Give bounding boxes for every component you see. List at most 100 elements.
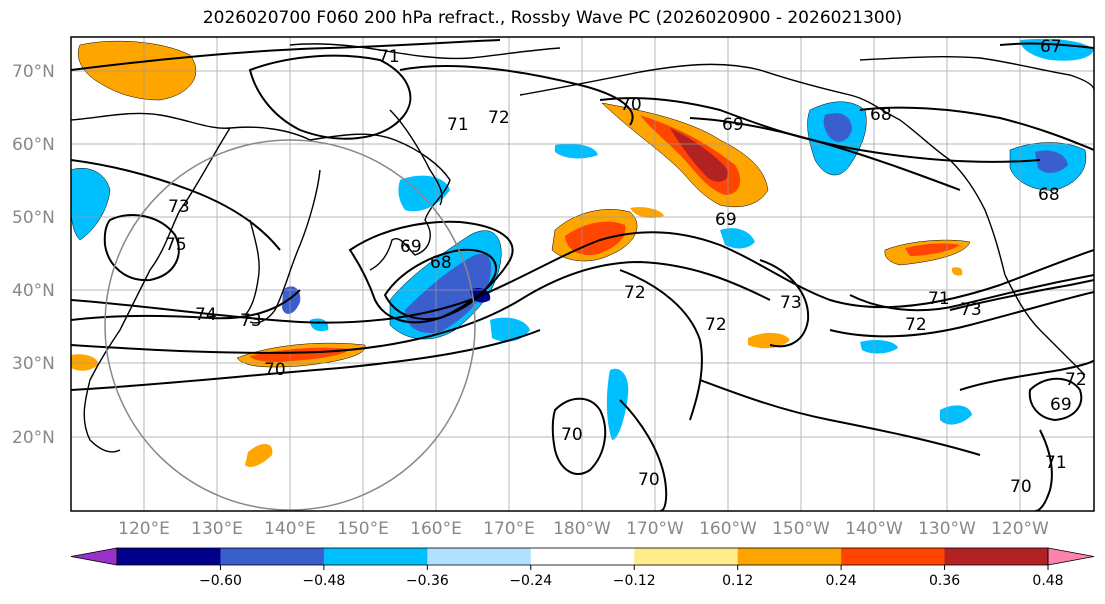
coastline-arctic [289,43,561,60]
coastlines [71,43,1094,453]
contour-label: 68 [1038,185,1060,205]
coastline-asia [71,112,451,453]
lon-label: 130°W [918,519,976,539]
contour-label: 70 [1010,477,1032,497]
contour-69-ring [1028,377,1083,422]
contour-75-circle [103,214,180,282]
negative-anomaly-alaska-core [823,113,852,142]
lon-label: 150°E [337,519,389,539]
contour-69-trough [348,220,514,324]
negative-anomaly-mid [720,228,755,249]
contour-label: 71 [378,47,400,67]
contour-label: 70 [561,425,583,445]
colorbar-tick-label: −0.48 [302,573,345,589]
lon-label: 130°E [191,519,243,539]
colorbar-tick-label: 0.24 [826,573,857,589]
contour-label: 71 [447,115,469,135]
contour-label: 73 [780,293,802,313]
contour-label: 72 [488,108,510,128]
contour-72-pac [619,269,703,421]
region-circle [104,139,476,511]
colorbar-extend-high [1047,547,1095,566]
contour-lines [71,39,1094,511]
positive-anomaly-mid-pac [748,332,790,349]
colorbar-tick-label: −0.24 [509,573,552,589]
positive-anomaly-tropics [245,444,273,467]
contour-label: 72 [1065,370,1087,390]
contour-label: 68 [870,105,892,125]
lat-label: 40°N [12,281,55,301]
map-frame [70,36,1095,512]
lon-label: 120°W [991,519,1049,539]
colorbar-segment [117,548,221,565]
contour-71-jet [71,260,771,354]
lon-label: 140°W [845,519,903,539]
positive-anomaly-bering-peak [670,128,729,182]
contour-label: 70 [620,95,642,115]
lon-label: 170°W [626,519,684,539]
lon-label: 180°W [553,519,611,539]
contour-label: 70 [264,360,286,380]
contour-label: 69 [722,115,744,135]
contour-70-jet [71,329,541,391]
contour-label: 70 [638,470,660,490]
negative-anomaly-small-3 [555,143,598,159]
lon-label: 120°E [118,519,170,539]
contour-71-east [959,359,1094,391]
contour-68-trough [383,248,497,321]
negative-anomaly-se [940,405,972,425]
map-title: 2026020700 F060 200 hPa refract., Rossby… [202,8,903,28]
contour-73-pac [759,259,810,348]
contour-label: 71 [928,289,950,309]
contour-67-ne [999,42,1094,49]
lon-label: 160°W [699,519,757,539]
colorbar-extend-low [70,547,118,566]
contour-73-west [71,159,281,251]
contour-label: 74 [195,305,217,325]
colorbar-segment [220,548,325,565]
contour-label: 68 [430,253,452,273]
colorbar-segment [737,548,842,565]
contour-label: 69 [400,237,422,257]
positive-anomaly-nwpac-core [565,221,626,256]
colorbar: −0.60 −0.48 −0.36 −0.24 −0.12 0.12 0.24 0.36 0.4… [70,547,1095,589]
contour-72-jet [71,231,1094,324]
negative-anomaly-hawaii-east [860,340,898,354]
colorbar-tick-label: −0.12 [613,573,656,589]
contour-label: 72 [905,315,927,335]
contour-label: 72 [705,315,727,335]
lon-label: 160°E [410,519,462,539]
contour-label: 73 [240,311,262,331]
colorbar-tick-label: 0.48 [1032,573,1063,589]
colorbar-tick-label: 0.36 [929,573,960,589]
colorbar-tick-label: −0.60 [199,573,242,589]
contour-label: 71 [1045,453,1067,473]
contour-70-tropic [551,397,607,475]
contour-71-north-2 [399,64,634,126]
contour-72-east [849,274,1094,312]
colorbar-segment [427,548,532,565]
negative-anomaly-tropical [606,368,629,440]
colorbar-segment [530,548,635,565]
colorbar-tick-label: 0.12 [722,573,753,589]
colorbar-segment [841,548,946,565]
colorbar-segment [323,548,428,565]
contour-label: 69 [1050,395,1072,415]
contour-73-east [829,291,1094,338]
coastline-korea [244,219,260,316]
contour-label: 73 [960,300,982,320]
shaded-anomalies [71,38,1094,467]
contour-68-alaska [859,106,1094,151]
gridlines [71,37,1094,511]
negative-anomaly-west [71,167,111,241]
contour-71-se [1034,429,1053,511]
longitude-labels: 120°E 130°E 140°E 150°E 160°E 170°E 180°… [118,519,1049,539]
contour-label-group: 71 72 71 70 69 68 73 75 73 69 68 72 72 7… [165,37,1087,497]
colorbar-border [116,547,1049,566]
lon-label: 150°W [772,519,830,539]
lat-label: 60°N [12,135,55,155]
contour-label: 73 [168,197,190,217]
positive-anomaly-east-pac-core [905,243,960,256]
lat-label: 50°N [12,208,55,228]
